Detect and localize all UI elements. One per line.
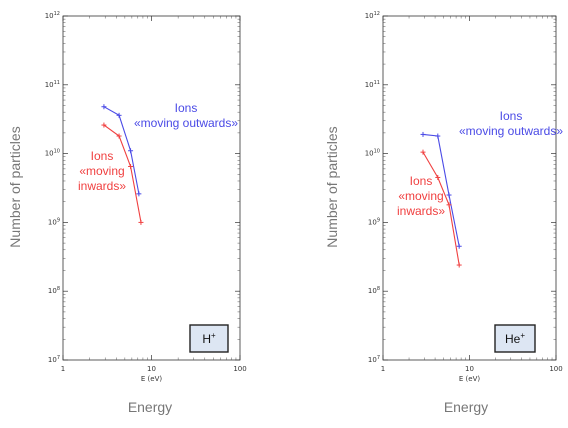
y-tick-exponent: 9	[377, 217, 380, 223]
series-annotation-2: Ions «moving inwards»	[78, 149, 126, 193]
plot-frame	[382, 15, 557, 361]
series-line-1	[103, 106, 140, 194]
y-tick-exponent: 10	[54, 149, 60, 155]
x-tick-label: 1	[61, 365, 65, 373]
annotation-line: «moving outwards»	[459, 124, 563, 138]
data-point	[456, 243, 462, 249]
data-point	[446, 202, 452, 208]
y-tick-exponent: 8	[377, 286, 380, 292]
species-badge: H+	[189, 324, 229, 353]
y-tick-base: 10	[365, 12, 374, 20]
x-tick-label: 100	[233, 365, 246, 373]
y-tick-exponent: 8	[57, 286, 60, 292]
y-tick-exponent: 11	[54, 80, 60, 86]
y-tick-base: 10	[48, 356, 57, 364]
y-tick-base: 10	[368, 287, 377, 295]
series-annotation-2: Ions «moving inwards»	[397, 174, 445, 218]
y-tick-label: 108	[48, 286, 60, 295]
data-point	[456, 262, 462, 268]
y-tick-base: 10	[365, 81, 374, 89]
badge-label: He+	[505, 331, 525, 346]
annotation-line: Ions	[500, 109, 523, 123]
annotation-line: Ions	[410, 174, 433, 188]
y-tick-label: 1010	[45, 149, 60, 158]
x-axis-label: Energy	[128, 399, 172, 415]
annotation-line: inwards»	[397, 204, 445, 218]
badge-charge: +	[211, 331, 216, 340]
y-tick-exponent: 9	[57, 217, 60, 223]
y-tick-base: 10	[45, 81, 54, 89]
y-tick-label: 1011	[45, 80, 60, 89]
data-point	[420, 149, 426, 155]
x-axis-label: Energy	[444, 399, 488, 415]
y-tick-exponent: 7	[377, 355, 380, 361]
y-tick-exponent: 7	[57, 355, 60, 361]
y-tick-label: 109	[368, 217, 380, 226]
data-point	[435, 133, 441, 139]
y-tick-label: 107	[48, 355, 60, 364]
data-point	[138, 219, 144, 225]
y-tick-label: 109	[48, 217, 60, 226]
y-tick-label: 107	[368, 355, 380, 364]
y-tick-label: 1011	[365, 80, 380, 89]
y-axis-label: Number of particles	[7, 126, 23, 247]
y-tick-label: 1010	[365, 149, 380, 158]
y-tick-base: 10	[365, 150, 374, 158]
series-line-1	[422, 133, 460, 247]
x-tick-label: 10	[465, 365, 474, 373]
annotation-line: «moving	[398, 189, 443, 203]
y-tick-base: 10	[368, 356, 377, 364]
badge-charge: +	[520, 331, 525, 340]
badge-box	[494, 324, 536, 353]
series-line-2	[422, 151, 460, 266]
y-tick-base: 10	[48, 287, 57, 295]
species-badge: He+	[494, 324, 536, 353]
y-tick-base: 10	[368, 218, 377, 226]
series-line-2	[103, 124, 142, 223]
y-tick-exponent: 12	[374, 11, 380, 17]
annotation-line: inwards»	[78, 179, 126, 193]
badge-box	[189, 324, 229, 353]
x-tick-label: 1	[381, 365, 385, 373]
x-tick-label: 100	[549, 365, 562, 373]
y-axis-label: Number of particles	[324, 126, 340, 247]
annotation-line: «moving	[79, 164, 124, 178]
x-tick-label: 10	[147, 365, 156, 373]
data-point	[136, 191, 142, 197]
y-tick-base: 10	[45, 12, 54, 20]
data-point	[128, 148, 134, 154]
y-tick-exponent: 12	[54, 11, 60, 17]
y-tick-exponent: 11	[374, 80, 380, 86]
y-tick-base: 10	[45, 150, 54, 158]
annotation-line: Ions	[175, 101, 198, 115]
badge-element: H	[202, 332, 211, 346]
y-tick-label: 108	[368, 286, 380, 295]
data-point	[116, 133, 122, 139]
series-annotation-1: Ions «moving outwards»	[134, 101, 238, 130]
y-tick-base: 10	[48, 218, 57, 226]
annotation-line: «moving outwards»	[134, 116, 238, 130]
data-point	[101, 104, 107, 110]
x-axis-caption: E (eV)	[141, 375, 162, 383]
x-axis-caption: E (eV)	[459, 375, 480, 383]
y-tick-label: 1012	[365, 11, 380, 20]
data-point	[446, 192, 452, 198]
data-point	[116, 112, 122, 118]
badge-element: He	[505, 332, 521, 346]
data-point	[435, 174, 441, 180]
annotation-line: Ions	[91, 149, 114, 163]
y-tick-label: 1012	[45, 11, 60, 20]
badge-label: H+	[202, 331, 216, 346]
y-tick-exponent: 10	[374, 149, 380, 155]
series-annotation-1: Ions «moving outwards»	[459, 109, 563, 138]
data-point	[101, 122, 107, 128]
data-point	[128, 163, 134, 169]
data-point	[420, 131, 426, 137]
